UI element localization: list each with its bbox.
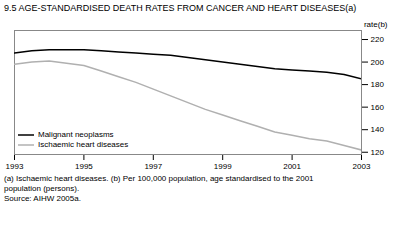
svg-text:220: 220 [371,35,385,44]
svg-text:1997: 1997 [144,162,162,171]
html-text:Source: AIHW 2005a.: Source: AIHW 2005a. [4,194,81,203]
svg-text:180: 180 [371,80,385,89]
svg-text:2001: 2001 [283,162,301,171]
svg-text:rate(b): rate(b) [364,20,388,29]
svg-text:160: 160 [371,103,385,112]
svg-text:1999: 1999 [214,162,232,171]
html-text:population (persons).: population (persons). [4,184,80,193]
svg-text:120: 120 [371,148,385,157]
html-text:(a) Ischaemic heart diseases.: (a) Ischaemic heart diseases. (b) Per 10… [4,174,314,183]
svg-text:1995: 1995 [75,162,93,171]
svg-text:2003: 2003 [353,162,371,171]
svg-text:1993: 1993 [6,162,24,171]
svg-text:200: 200 [371,58,385,67]
html-text:Malignant neoplasms: Malignant neoplasms [38,130,114,139]
html-text:Ischaemic heart diseases: Ischaemic heart diseases [38,140,129,149]
svg-text:140: 140 [371,125,385,134]
html-text:9.5 AGE-STANDARDISED DEATH RAT: 9.5 AGE-STANDARDISED DEATH RATES FROM CA… [4,3,357,13]
